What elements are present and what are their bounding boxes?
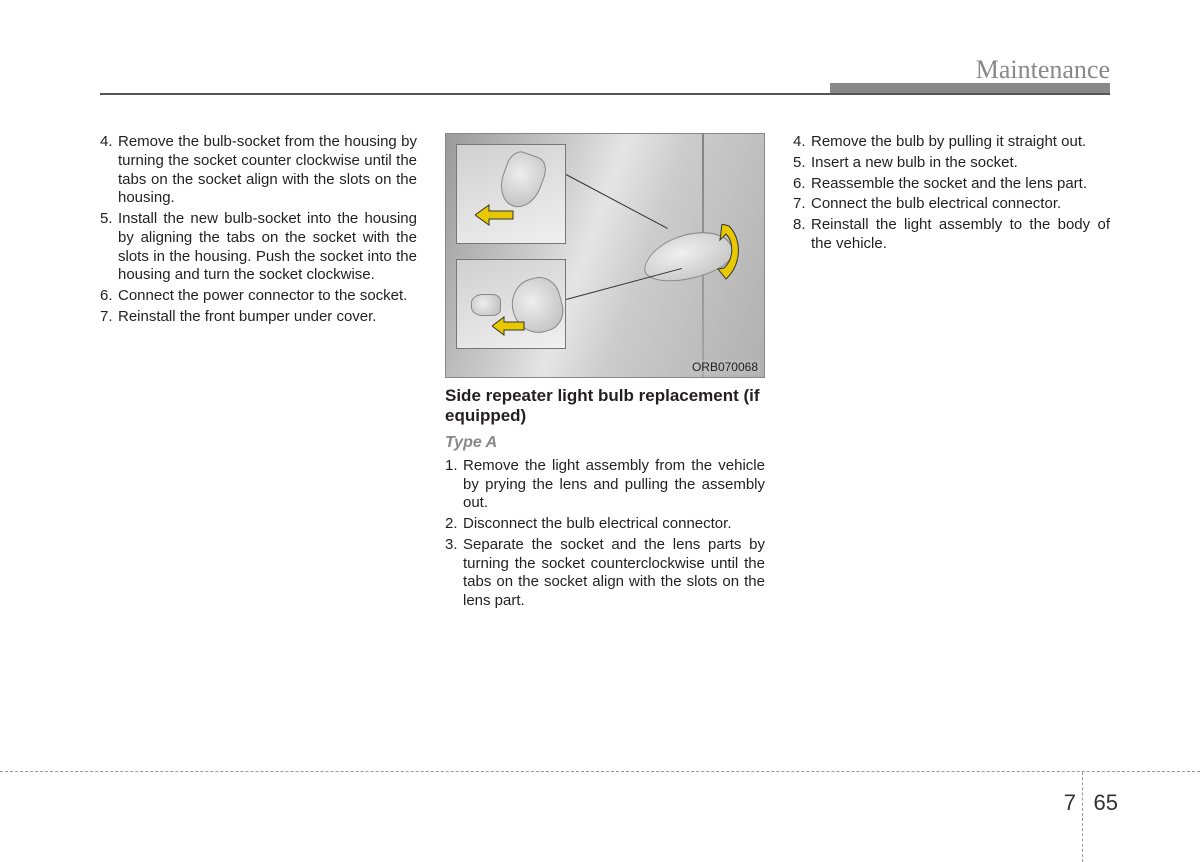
list-item: 6. Connect the power connector to the so… xyxy=(100,287,417,306)
list-item: 4. Remove the bulb-socket from the housi… xyxy=(100,133,417,208)
list-item: 8. Reinstall the light assembly to the b… xyxy=(793,216,1110,254)
item-text: Insert a new bulb in the socket. xyxy=(811,154,1110,173)
item-text: Remove the bulb-socket from the housing … xyxy=(118,133,417,208)
figure-inset-top xyxy=(456,144,566,244)
item-number: 6. xyxy=(793,175,811,194)
column-1: 4. Remove the bulb-socket from the housi… xyxy=(100,133,417,613)
curved-arrow-icon xyxy=(714,224,744,274)
item-text: Separate the socket and the lens parts b… xyxy=(463,536,765,611)
item-text: Remove the bulb by pulling it straight o… xyxy=(811,133,1110,152)
list-item: 6. Reassemble the socket and the lens pa… xyxy=(793,175,1110,194)
item-number: 7. xyxy=(100,308,118,327)
column-2: ORB070068 Side repeater light bulb repla… xyxy=(445,133,765,613)
item-text: Connect the power connector to the socke… xyxy=(118,287,417,306)
page-header: Maintenance xyxy=(100,55,1110,95)
chapter-number: 7 xyxy=(1064,790,1076,816)
item-number: 5. xyxy=(100,210,118,285)
item-number: 7. xyxy=(793,195,811,214)
arrow-left-icon xyxy=(492,316,526,336)
list-item: 5. Insert a new bulb in the socket. xyxy=(793,154,1110,173)
header-rule xyxy=(100,93,1110,95)
page-content: Maintenance 4. Remove the bulb-socket fr… xyxy=(0,0,1200,613)
item-text: Reinstall the light assembly to the body… xyxy=(811,216,1110,254)
figure-code: ORB070068 xyxy=(690,360,760,375)
content-columns: 4. Remove the bulb-socket from the housi… xyxy=(100,133,1110,613)
list-item: 7. Connect the bulb electrical connector… xyxy=(793,195,1110,214)
item-number: 1. xyxy=(445,457,463,513)
leader-line xyxy=(566,268,682,300)
item-number: 5. xyxy=(793,154,811,173)
figure-inset-bottom xyxy=(456,259,566,349)
leader-line xyxy=(566,174,668,229)
item-number: 2. xyxy=(445,515,463,534)
item-text: Remove the light assembly from the vehic… xyxy=(463,457,765,513)
list-item: 3. Separate the socket and the lens part… xyxy=(445,536,765,611)
list-item: 4. Remove the bulb by pulling it straigh… xyxy=(793,133,1110,152)
item-number: 3. xyxy=(445,536,463,611)
list-item: 5. Install the new bulb-socket into the … xyxy=(100,210,417,285)
item-text: Install the new bulb-socket into the hou… xyxy=(118,210,417,285)
item-number: 8. xyxy=(793,216,811,254)
item-number: 4. xyxy=(793,133,811,152)
item-text: Disconnect the bulb electrical connec­to… xyxy=(463,515,765,534)
header-title: Maintenance xyxy=(976,55,1110,85)
item-text: Reinstall the front bumper under cover. xyxy=(118,308,417,327)
item-number: 4. xyxy=(100,133,118,208)
figure-illustration: ORB070068 xyxy=(445,133,765,378)
list-item: 2. Disconnect the bulb electrical connec… xyxy=(445,515,765,534)
list-item: 1. Remove the light assembly from the ve… xyxy=(445,457,765,513)
socket-shape xyxy=(471,294,501,316)
column-3: 4. Remove the bulb by pulling it straigh… xyxy=(793,133,1110,613)
item-text: Connect the bulb electrical connector. xyxy=(811,195,1110,214)
footer-divider xyxy=(1082,772,1083,862)
list-item: 7. Reinstall the front bumper under cove… xyxy=(100,308,417,327)
page-footer: 7 65 xyxy=(0,771,1200,861)
item-number: 6. xyxy=(100,287,118,306)
item-text: Reassemble the socket and the lens part. xyxy=(811,175,1110,194)
arrow-left-icon xyxy=(475,203,515,227)
page-number: 65 xyxy=(1094,790,1118,816)
section-heading: Side repeater light bulb replace­ment (i… xyxy=(445,386,765,427)
section-subheading: Type A xyxy=(445,433,765,453)
